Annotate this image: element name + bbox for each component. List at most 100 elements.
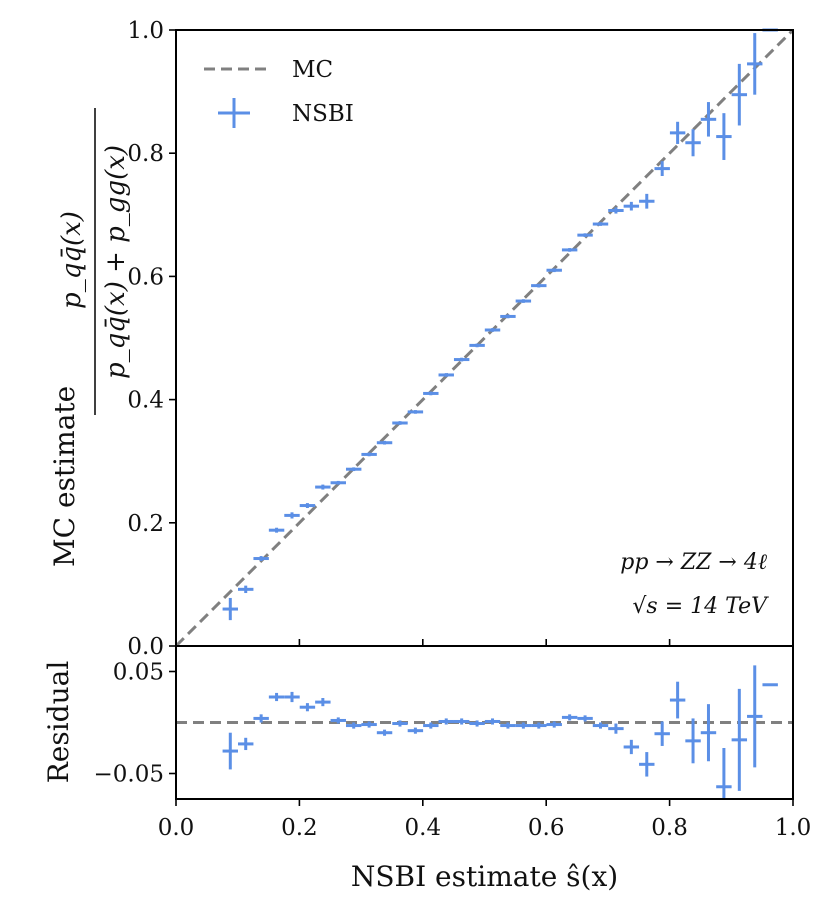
main-nsbi-point xyxy=(669,121,686,144)
energy-annotation: √s = 14 TeV xyxy=(632,594,769,619)
residual-nsbi-point xyxy=(654,721,670,746)
residual-nsbi-point xyxy=(700,704,717,762)
residual-nsbi-point xyxy=(561,714,578,721)
main-nsbi-point xyxy=(747,33,763,95)
residual-nsbi-point xyxy=(376,729,393,736)
residual-nsbi-point xyxy=(222,732,239,770)
main-nsbi-point xyxy=(453,357,470,362)
residual-xtick-label: 0.8 xyxy=(651,815,688,841)
axis-titles: NSBI estimate ŝ(x) MC estimate p_qq̄(x) p_q… xyxy=(42,108,618,893)
main-nsbi-point xyxy=(577,233,593,237)
main-nsbi-point xyxy=(299,503,316,509)
residual-nsbi-point xyxy=(500,722,516,729)
residual-nsbi-point xyxy=(685,718,701,764)
residual-nsbi-point xyxy=(315,698,331,707)
residual-nsbi-point xyxy=(546,721,562,728)
residual-nsbi-point xyxy=(253,714,269,723)
main-nsbi-point xyxy=(546,268,562,273)
main-mc-reference-line xyxy=(174,28,795,648)
main-y-axis-title: MC estimate p_qq̄(x) p_qq̄(x) + p_gg(x) xyxy=(48,108,131,567)
main-y-axis-title-text: MC estimate xyxy=(48,386,81,567)
residual-nsbi-point xyxy=(361,721,377,728)
residual-xtick-label: 0.2 xyxy=(281,815,318,841)
legend-nsbi-label: NSBI xyxy=(292,101,354,127)
main-nsbi-point xyxy=(561,248,578,252)
residual-nsbi-point xyxy=(731,688,748,791)
residual-nsbi-point xyxy=(623,739,640,755)
residual-xtick-label: 0.4 xyxy=(405,815,442,841)
residual-nsbi-point xyxy=(438,718,454,725)
residual-nsbi-point xyxy=(407,727,424,734)
main-ytick-label: 0.4 xyxy=(127,388,164,414)
legend-item-nsbi: NSBI xyxy=(218,98,354,128)
legend-item-mc: MC xyxy=(204,57,333,83)
main-nsbi-point xyxy=(700,102,717,137)
main-nsbi-point xyxy=(608,207,624,214)
residual-nsbi-point xyxy=(284,691,300,703)
main-y-axis-fraction-denominator: p_qq̄(x) + p_gg(x) xyxy=(101,145,131,379)
residual-nsbi-point xyxy=(747,665,763,768)
main-nsbi-point xyxy=(330,480,346,485)
main-nsbi-point xyxy=(716,113,732,160)
main-ytick-label: 0.0 xyxy=(127,634,164,660)
residual-nsbi-point xyxy=(299,703,316,712)
main-nsbi-point xyxy=(484,328,501,332)
residual-nsbi-point xyxy=(608,723,624,734)
main-ytick-label: 1.0 xyxy=(127,18,164,44)
residual-nsbi-point xyxy=(392,720,408,727)
residual-nsbi-point xyxy=(515,722,532,729)
residual-nsbi-point xyxy=(469,720,485,727)
residual-nsbi-point xyxy=(345,722,362,729)
main-nsbi-point xyxy=(515,299,532,303)
x-axis-title: NSBI estimate ŝ(x) xyxy=(351,860,618,893)
process-annotation: pp → ZZ → 4ℓ xyxy=(620,550,768,575)
main-nsbi-point xyxy=(592,222,609,226)
residual-nsbi-point xyxy=(577,715,593,722)
residual-panel: 0.05 −0.05 0.0 0.2 0.4 0.6 0.8 1.0 xyxy=(94,645,812,841)
main-ytick-label: 0.6 xyxy=(127,264,164,290)
residual-nsbi-point xyxy=(531,722,547,729)
main-nsbi-point xyxy=(376,440,393,445)
residual-nsbi-point xyxy=(716,748,732,799)
residual-xtick-label: 1.0 xyxy=(775,815,812,841)
residual-nsbi-point xyxy=(268,692,285,702)
main-nsbi-point xyxy=(685,129,701,157)
residual-nsbi-point xyxy=(423,722,439,729)
main-nsbi-point xyxy=(407,410,424,414)
residual-y-axis-title: Residual xyxy=(42,661,75,784)
residual-nsbi-point xyxy=(484,718,501,725)
residual-ytick-label: 0.05 xyxy=(113,660,164,686)
main-nsbi-point xyxy=(531,283,547,288)
main-nsbi-point xyxy=(284,512,300,519)
residual-axes-frame xyxy=(175,645,794,800)
main-nsbi-point xyxy=(654,161,670,176)
main-nsbi-point xyxy=(253,556,269,561)
residual-nsbi-point xyxy=(669,681,686,719)
residual-nsbi-point xyxy=(639,752,655,777)
annotations: pp → ZZ → 4ℓ √s = 14 TeV xyxy=(620,550,769,619)
residual-xtick-label: 0.0 xyxy=(158,815,195,841)
main-nsbi-point xyxy=(238,585,254,594)
main-ytick-label: 0.2 xyxy=(127,511,164,537)
main-nsbi-point xyxy=(423,391,439,396)
main-nsbi-point xyxy=(469,343,485,348)
main-nsbi-point xyxy=(500,314,516,319)
main-nsbi-point xyxy=(392,421,408,425)
main-nsbi-point xyxy=(438,373,454,377)
residual-ytick-label: −0.05 xyxy=(94,762,164,788)
residual-xtick-label: 0.6 xyxy=(528,815,565,841)
main-nsbi-point xyxy=(361,452,377,457)
main-ytick-label: 0.8 xyxy=(127,141,164,167)
residual-nsbi-point xyxy=(330,717,346,724)
residual-nsbi-point xyxy=(238,737,254,751)
legend-mc-label: MC xyxy=(292,57,333,83)
main-nsbi-point xyxy=(623,201,640,211)
main-nsbi-point xyxy=(222,597,239,621)
main-nsbi-point xyxy=(268,527,285,533)
main-y-axis-fraction-numerator: p_qq̄(x) xyxy=(57,211,87,309)
residual-nsbi-point xyxy=(592,722,609,729)
main-panel: 0.0 0.2 0.4 0.6 0.8 1.0 xyxy=(127,18,795,660)
main-nsbi-point xyxy=(639,193,655,209)
main-nsbi-point xyxy=(731,63,748,126)
